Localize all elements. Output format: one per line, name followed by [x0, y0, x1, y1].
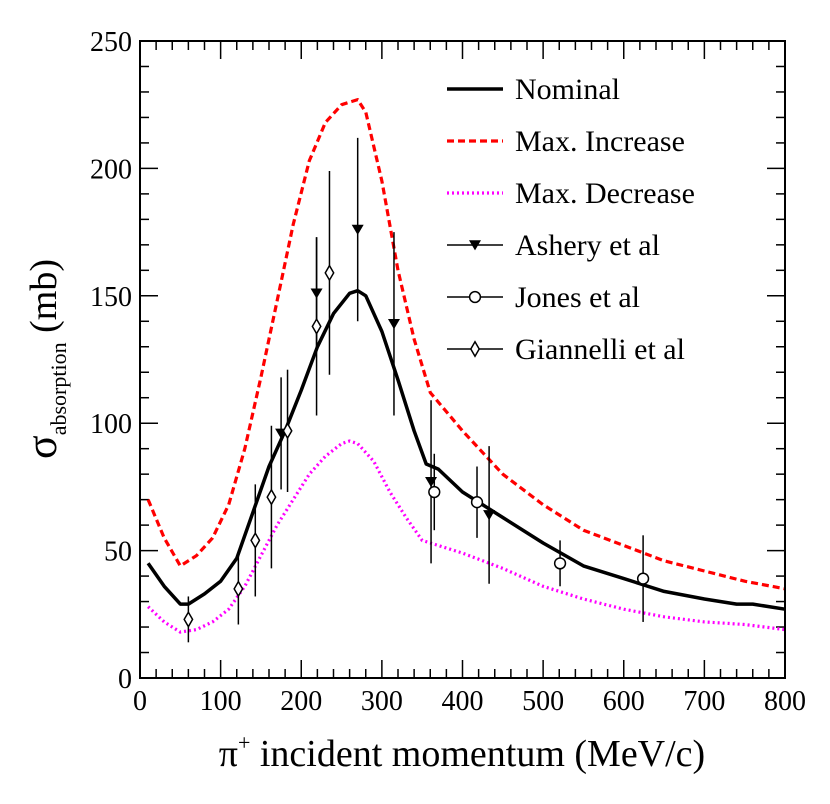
- x-tick-label: 100: [200, 686, 242, 717]
- y-axis-title-main: σ: [17, 435, 66, 459]
- data-point: [387, 319, 400, 330]
- legend-marker: [469, 240, 481, 251]
- series-nominal: [146, 288, 786, 611]
- legend-entry: Jones et al: [447, 281, 640, 314]
- data-point: [483, 510, 496, 521]
- x-tick-label: 400: [442, 686, 484, 717]
- y-tick-label: 100: [90, 409, 132, 440]
- x-tick-label: 600: [603, 686, 645, 717]
- legend-marker: [468, 290, 482, 304]
- legend-label: Nominal: [515, 73, 620, 106]
- x-axis-title-rest: incident momentum (MeV/c): [250, 733, 705, 775]
- y-tick-label: 50: [104, 537, 132, 568]
- legend-entry: Max. Decrease: [447, 177, 695, 210]
- legend-label: Max. Decrease: [515, 177, 695, 210]
- data-point: [553, 557, 567, 570]
- series-line: [146, 288, 786, 611]
- axis-ticks: [139, 40, 786, 679]
- data-point: [470, 496, 484, 509]
- y-axis-title: σabsorption (mb): [17, 259, 71, 459]
- y-tick-label: 150: [90, 282, 132, 313]
- x-axis-title: π+ incident momentum (MeV/c): [219, 730, 705, 775]
- x-tick-label: 800: [764, 686, 806, 717]
- series-giannelli-et-al: [183, 170, 335, 643]
- data-point: [428, 485, 441, 499]
- legend-label: Ashery et al: [515, 229, 660, 262]
- legend-entry: Nominal: [447, 73, 620, 106]
- data-point: [311, 317, 322, 336]
- x-axis-title-sup: +: [238, 730, 250, 755]
- x-tick-label: 700: [683, 686, 725, 717]
- data-point: [233, 580, 244, 598]
- plot-series: [146, 97, 786, 643]
- plot-frame: [139, 40, 786, 679]
- y-tick-label: 250: [90, 27, 132, 58]
- legend-entry: Ashery et al: [447, 229, 660, 262]
- series-line: [146, 97, 786, 591]
- legend-label: Max. Increase: [515, 125, 685, 158]
- data-point: [425, 477, 438, 488]
- y-axis-title-sub: absorption: [46, 342, 71, 435]
- data-point: [183, 610, 194, 629]
- data-point: [324, 264, 335, 282]
- x-tick-label: 200: [280, 686, 322, 717]
- legend-label: Giannelli et al: [515, 333, 685, 366]
- series-jones-et-al: [428, 453, 650, 622]
- y-axis-title-rest: (mb): [23, 259, 65, 342]
- legend-entry: Giannelli et al: [447, 333, 685, 366]
- data-point: [636, 572, 650, 585]
- y-tick-label: 200: [90, 154, 132, 185]
- legend-entry: Max. Increase: [447, 125, 685, 158]
- legend: Nominal Max. Increase Max. Decrease Ashery …: [447, 73, 695, 366]
- legend-label: Jones et al: [515, 281, 640, 314]
- data-point: [351, 224, 364, 235]
- series-max-increase: [146, 97, 786, 591]
- x-tick-label: 0: [133, 686, 147, 717]
- data-point: [250, 531, 261, 550]
- data-point: [266, 488, 277, 506]
- legend-marker: [469, 340, 481, 358]
- y-tick-label: 0: [118, 664, 132, 695]
- data-point: [282, 422, 293, 440]
- x-tick-label: 500: [522, 686, 564, 717]
- x-axis-title-main: π: [219, 733, 238, 775]
- x-tick-label: 300: [361, 686, 403, 717]
- y-tick-labels: 0 50 100 150 200 250: [90, 27, 132, 695]
- x-tick-labels: 0 100 200 300 400 500 600 700 800: [133, 686, 806, 717]
